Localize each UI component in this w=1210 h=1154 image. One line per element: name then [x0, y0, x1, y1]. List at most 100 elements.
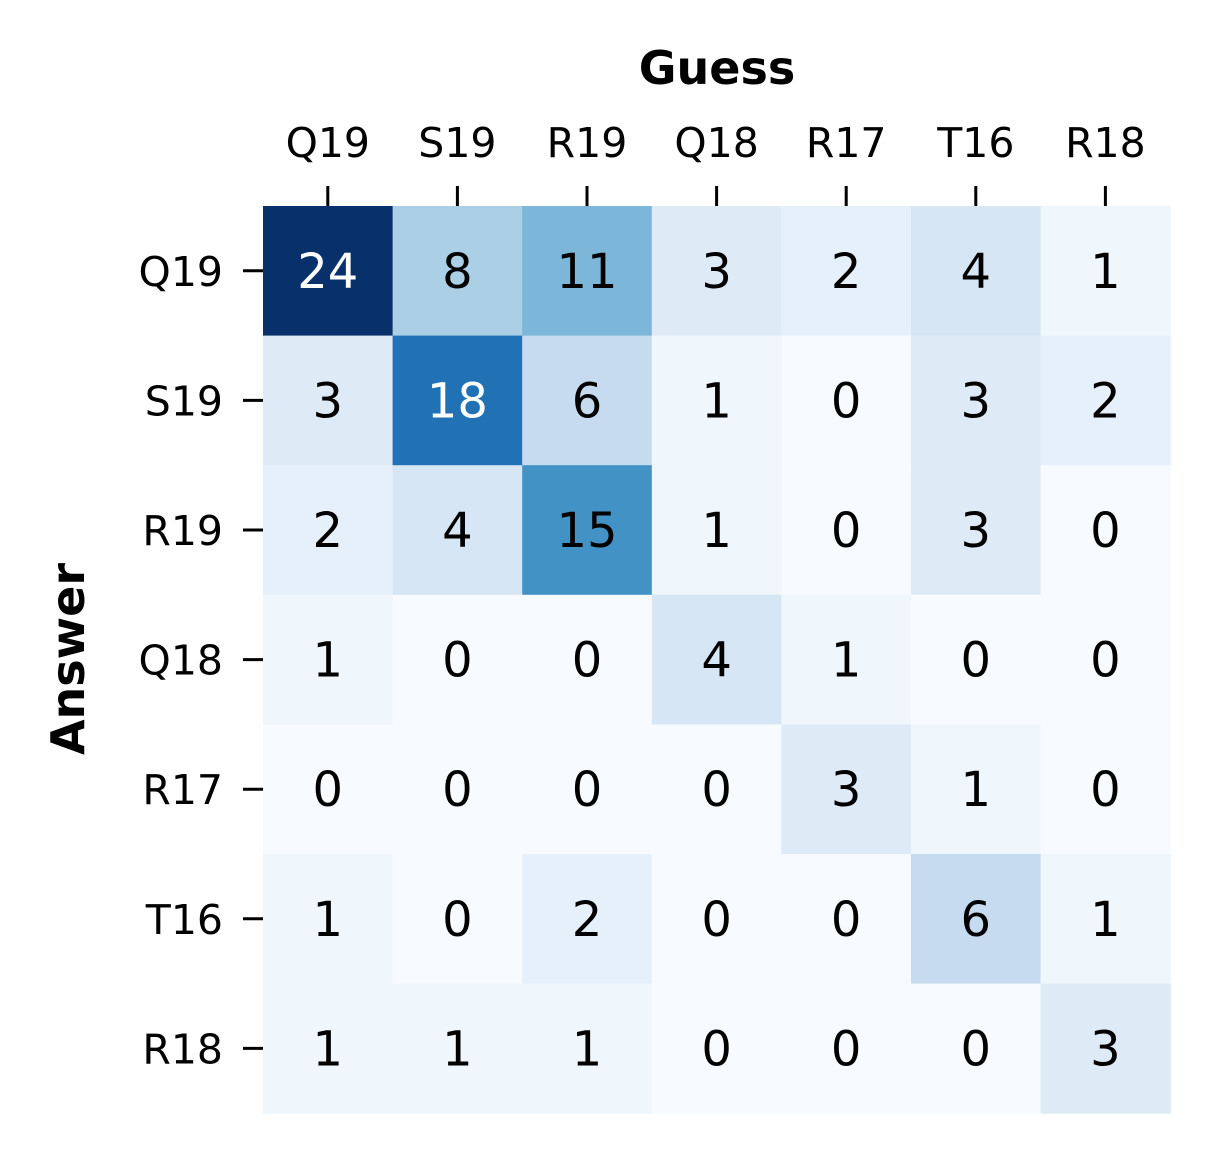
cell-value-label: 0: [1090, 633, 1121, 689]
heatmap-cell: [1040, 983, 1171, 1114]
cell-value-label: 2: [313, 503, 344, 559]
heatmap-cell: [1040, 465, 1171, 596]
y-tick-label: Q19: [139, 248, 223, 296]
cell-value-label: 6: [572, 373, 603, 429]
cell-value-label: 1: [831, 633, 862, 689]
heatmap-cell: [392, 335, 523, 466]
heatmap-cell: [1040, 335, 1171, 466]
x-tick-label: Q18: [674, 119, 758, 167]
heatmap-cell: [392, 465, 523, 596]
cell-value-label: 0: [701, 1021, 732, 1077]
cell-value-label: 3: [1090, 1021, 1121, 1077]
y-axis-ticks: Q19 S19 R19 Q18 R17 T16 R18: [139, 248, 263, 1073]
heatmap-cell: [911, 335, 1042, 466]
cell-value-label: 0: [701, 762, 732, 818]
heatmap-cell: [781, 465, 912, 596]
y-tick-label: R19: [142, 507, 223, 555]
y-tick-label: T16: [145, 896, 223, 944]
cell-value-label: 2: [572, 892, 603, 948]
heatmap-cell: [651, 335, 782, 466]
heatmap-cell: [263, 854, 394, 985]
heatmap-cell: [522, 335, 653, 466]
y-tick-label: Q18: [139, 637, 223, 685]
heatmap-cell: [263, 335, 394, 466]
cell-value-label: 0: [961, 633, 992, 689]
y-tick-label: R17: [142, 766, 223, 814]
heatmap-cell: [781, 206, 912, 337]
cell-value-label: 2: [1090, 373, 1121, 429]
heatmap-cell: [911, 854, 1042, 985]
cell-value-label: 1: [701, 503, 732, 559]
heatmap-cell: [263, 594, 394, 725]
cell-value-label: 0: [572, 762, 603, 818]
heatmap-cell: [522, 206, 653, 337]
heatmap-cell: [781, 854, 912, 985]
heatmap-cell: [392, 854, 523, 985]
cell-value-label: 0: [831, 503, 862, 559]
x-axis-ticks: Q19 S19 R19 Q18 R17 T16 R18: [286, 119, 1146, 206]
heatmap-cell: [1040, 206, 1171, 337]
cell-value-label: 0: [442, 892, 473, 948]
heatmap-cell: [263, 206, 394, 337]
cell-value-label: 0: [313, 762, 344, 818]
heatmap-cell: [522, 854, 653, 985]
heatmap-cell: [392, 206, 523, 337]
heatmap-cell: [911, 983, 1042, 1114]
heatmap-cell: [392, 594, 523, 725]
heatmap-cell: [651, 854, 782, 985]
cell-value-label: 0: [831, 892, 862, 948]
x-tick-label: R19: [547, 119, 628, 167]
y-tick-label: S19: [145, 377, 223, 425]
cell-value-label: 0: [831, 373, 862, 429]
heatmap-cell: [911, 724, 1042, 855]
x-tick-label: T16: [936, 119, 1014, 167]
cell-value-label: 1: [313, 633, 344, 689]
heatmap-cell: [911, 206, 1042, 337]
heatmap-cell: [911, 465, 1042, 596]
heatmap-cell: [522, 465, 653, 596]
cell-value-label: 4: [442, 503, 473, 559]
cell-value-label: 0: [1090, 503, 1121, 559]
cell-value-label: 4: [701, 633, 732, 689]
cell-value-label: 18: [427, 373, 488, 429]
heatmap-cell: [781, 724, 912, 855]
heatmap-cell: [651, 465, 782, 596]
heatmap-cell: [522, 983, 653, 1114]
heatmap-cell: [263, 983, 394, 1114]
heatmap-cell: [1040, 594, 1171, 725]
heatmap-cell: [781, 335, 912, 466]
x-axis-label: Guess: [639, 41, 795, 95]
cell-value-label: 1: [442, 1021, 473, 1077]
cell-value-label: 0: [701, 892, 732, 948]
heatmap-cell: [651, 594, 782, 725]
y-tick-label: R18: [142, 1025, 223, 1073]
heatmap-cell: [651, 206, 782, 337]
cell-value-label: 3: [961, 373, 992, 429]
cell-value-label: 1: [313, 1021, 344, 1077]
cell-value-label: 1: [961, 762, 992, 818]
cell-value-label: 2: [831, 244, 862, 300]
heatmap-cell: [263, 724, 394, 855]
y-axis-label: Answer: [41, 563, 95, 755]
heatmap-cell: [911, 594, 1042, 725]
heatmap-cell: [522, 724, 653, 855]
cell-value-label: 3: [961, 503, 992, 559]
heatmap-cell: [651, 983, 782, 1114]
heatmap-cell: [392, 983, 523, 1114]
heatmap-cell: [1040, 854, 1171, 985]
cell-value-label: 8: [442, 244, 473, 300]
cell-value-label: 0: [572, 633, 603, 689]
cell-value-label: 0: [442, 762, 473, 818]
cell-value-label: 0: [831, 1021, 862, 1077]
cell-value-label: 3: [701, 244, 732, 300]
cell-value-label: 3: [831, 762, 862, 818]
cell-value-label: 1: [701, 373, 732, 429]
heatmap-cell: [263, 465, 394, 596]
heatmap-cell: [781, 594, 912, 725]
cell-value-label: 1: [1090, 892, 1121, 948]
cell-value-label: 15: [556, 503, 617, 559]
cell-value-label: 1: [313, 892, 344, 948]
cell-value-label: 6: [961, 892, 992, 948]
x-tick-label: Q19: [286, 119, 370, 167]
